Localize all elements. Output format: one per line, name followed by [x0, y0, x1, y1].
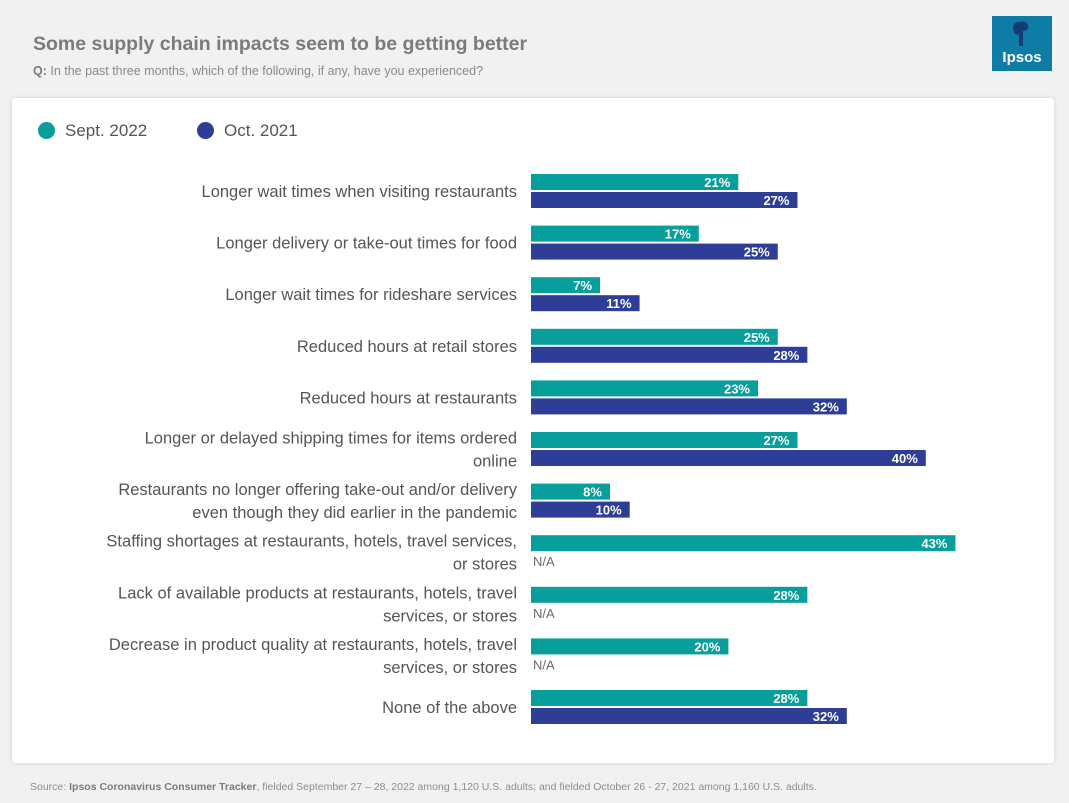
legend-label-sept-2022: Sept. 2022 — [65, 121, 148, 140]
data-label-sept-2022-longer-wait-times-when-visiting-restaura: 21% — [704, 175, 730, 190]
category-label-decrease-in-product-quality-at-restauran-line-1: Decrease in product quality at restauran… — [109, 636, 517, 654]
bar-oct-2021-longer-wait-times-when-visiting-restaura — [531, 192, 798, 208]
bar-sept-2022-longer-or-delayed-shipping-times-for-ite — [531, 432, 798, 448]
category-label-restaurants-no-longer-offering-take-out--line-2: even though they did earlier in the pand… — [192, 504, 517, 522]
data-label-sept-2022-restaurants-no-longer-offering-take-out-: 8% — [583, 485, 602, 500]
bar-sept-2022-none-of-the-above — [531, 690, 808, 706]
category-label-longer-delivery-or-take-out-times-for-fo-line-1: Longer delivery or take-out times for fo… — [216, 235, 517, 253]
bar-sept-2022-decrease-in-product-quality-at-restauran — [531, 638, 729, 655]
legend-swatch-sept-2022 — [38, 122, 55, 139]
data-label-oct-2021-reduced-hours-at-restaurants: 32% — [813, 399, 839, 414]
bar-sept-2022-restaurants-no-longer-offering-take-out- — [531, 483, 610, 500]
bar-oct-2021-longer-wait-times-for-rideshare-services — [531, 295, 640, 312]
data-label-sept-2022-longer-or-delayed-shipping-times-for-ite: 27% — [763, 433, 789, 448]
data-label-sept-2022-longer-wait-times-for-rideshare-services: 7% — [573, 278, 592, 293]
question-body: In the past three months, which of the f… — [46, 64, 484, 78]
data-label-oct-2021-none-of-the-above: 32% — [813, 709, 839, 724]
logo-text: Ipsos — [1002, 49, 1042, 66]
bar-sept-2022-lack-of-available-products-at-restaurant — [531, 586, 808, 603]
bar-sept-2022-staffing-shortages-at-restaurants-hotels — [531, 535, 956, 552]
bar-sept-2022-longer-delivery-or-take-out-times-for-fo — [531, 225, 699, 242]
category-label-longer-or-delayed-shipping-times-for-ite-line-2: online — [473, 453, 517, 471]
data-label-oct-2021-restaurants-no-longer-offering-take-out-: 10% — [596, 503, 622, 518]
data-label-oct-2021-longer-delivery-or-take-out-times-for-fo: 25% — [744, 245, 770, 260]
chart-title: Some supply chain impacts seem to be get… — [33, 33, 528, 55]
category-label-decrease-in-product-quality-at-restauran-line-2: services, or stores — [383, 659, 517, 677]
category-label-reduced-hours-at-restaurants-line-1: Reduced hours at restaurants — [300, 389, 517, 407]
category-label-reduced-hours-at-retail-stores-line-1: Reduced hours at retail stores — [297, 338, 517, 356]
category-label-lack-of-available-products-at-restaurant-line-2: services, or stores — [383, 607, 517, 625]
source-note: Source: Ipsos Coronavirus Consumer Track… — [30, 781, 817, 793]
legend-swatch-oct-2021 — [197, 122, 214, 139]
na-label-oct-2021-lack-of-available-products-at-restaurant: N/A — [533, 606, 555, 621]
bar-oct-2021-longer-or-delayed-shipping-times-for-ite — [531, 450, 926, 466]
bar-sept-2022-reduced-hours-at-restaurants — [531, 380, 759, 397]
ipsos-logo: Ipsos — [992, 16, 1052, 71]
data-label-oct-2021-longer-wait-times-for-rideshare-services: 11% — [606, 296, 632, 311]
data-label-sept-2022-staffing-shortages-at-restaurants-hotels: 43% — [921, 536, 947, 551]
category-label-staffing-shortages-at-restaurants-hotels-line-2: or stores — [453, 556, 517, 574]
bar-oct-2021-none-of-the-above — [531, 708, 847, 724]
category-label-longer-or-delayed-shipping-times-for-ite-line-1: Longer or delayed shipping times for ite… — [145, 430, 517, 448]
data-label-oct-2021-longer-wait-times-when-visiting-restaura: 27% — [763, 193, 789, 208]
bar-oct-2021-reduced-hours-at-restaurants — [531, 398, 847, 415]
bar-sept-2022-reduced-hours-at-retail-stores — [531, 328, 778, 345]
bar-sept-2022-longer-wait-times-when-visiting-restaura — [531, 174, 739, 190]
category-label-longer-wait-times-for-rideshare-services-line-1: Longer wait times for rideshare services — [225, 286, 517, 304]
na-label-oct-2021-decrease-in-product-quality-at-restauran: N/A — [533, 657, 555, 672]
category-label-restaurants-no-longer-offering-take-out--line-1: Restaurants no longer offering take-out … — [118, 481, 517, 499]
data-label-sept-2022-longer-delivery-or-take-out-times-for-fo: 17% — [665, 227, 691, 242]
legend-label-oct-2021: Oct. 2021 — [224, 121, 298, 140]
data-label-sept-2022-reduced-hours-at-restaurants: 23% — [724, 381, 750, 396]
data-label-oct-2021-reduced-hours-at-retail-stores: 28% — [773, 348, 799, 363]
category-label-longer-wait-times-when-visiting-restaura-line-1: Longer wait times when visiting restaura… — [202, 183, 517, 201]
data-label-oct-2021-longer-or-delayed-shipping-times-for-ite: 40% — [892, 451, 918, 466]
source-details: , fielded September 27 – 28, 2022 among … — [256, 781, 817, 793]
bar-oct-2021-reduced-hours-at-retail-stores — [531, 346, 808, 363]
logo-figure-icon — [1013, 21, 1029, 46]
na-label-oct-2021-staffing-shortages-at-restaurants-hotels: N/A — [533, 554, 555, 569]
category-label-none-of-the-above-line-1: None of the above — [382, 699, 517, 717]
bar-sept-2022-longer-wait-times-for-rideshare-services — [531, 277, 601, 294]
source-prefix: Source: — [30, 781, 70, 793]
source-name: Ipsos Coronavirus Consumer Tracker — [69, 781, 257, 793]
data-label-sept-2022-lack-of-available-products-at-restaurant: 28% — [773, 588, 799, 603]
data-label-sept-2022-decrease-in-product-quality-at-restauran: 20% — [694, 639, 720, 654]
question-text: Q: In the past three months, which of th… — [33, 64, 483, 78]
category-label-staffing-shortages-at-restaurants-hotels-line-1: Staffing shortages at restaurants, hotel… — [106, 533, 517, 551]
bar-oct-2021-longer-delivery-or-take-out-times-for-fo — [531, 243, 778, 260]
question-prefix: Q: — [33, 64, 47, 78]
data-label-sept-2022-none-of-the-above: 28% — [773, 691, 799, 706]
data-label-sept-2022-reduced-hours-at-retail-stores: 25% — [744, 330, 770, 345]
bar-oct-2021-restaurants-no-longer-offering-take-out- — [531, 501, 630, 518]
category-label-lack-of-available-products-at-restaurant-line-1: Lack of available products at restaurant… — [118, 584, 517, 602]
